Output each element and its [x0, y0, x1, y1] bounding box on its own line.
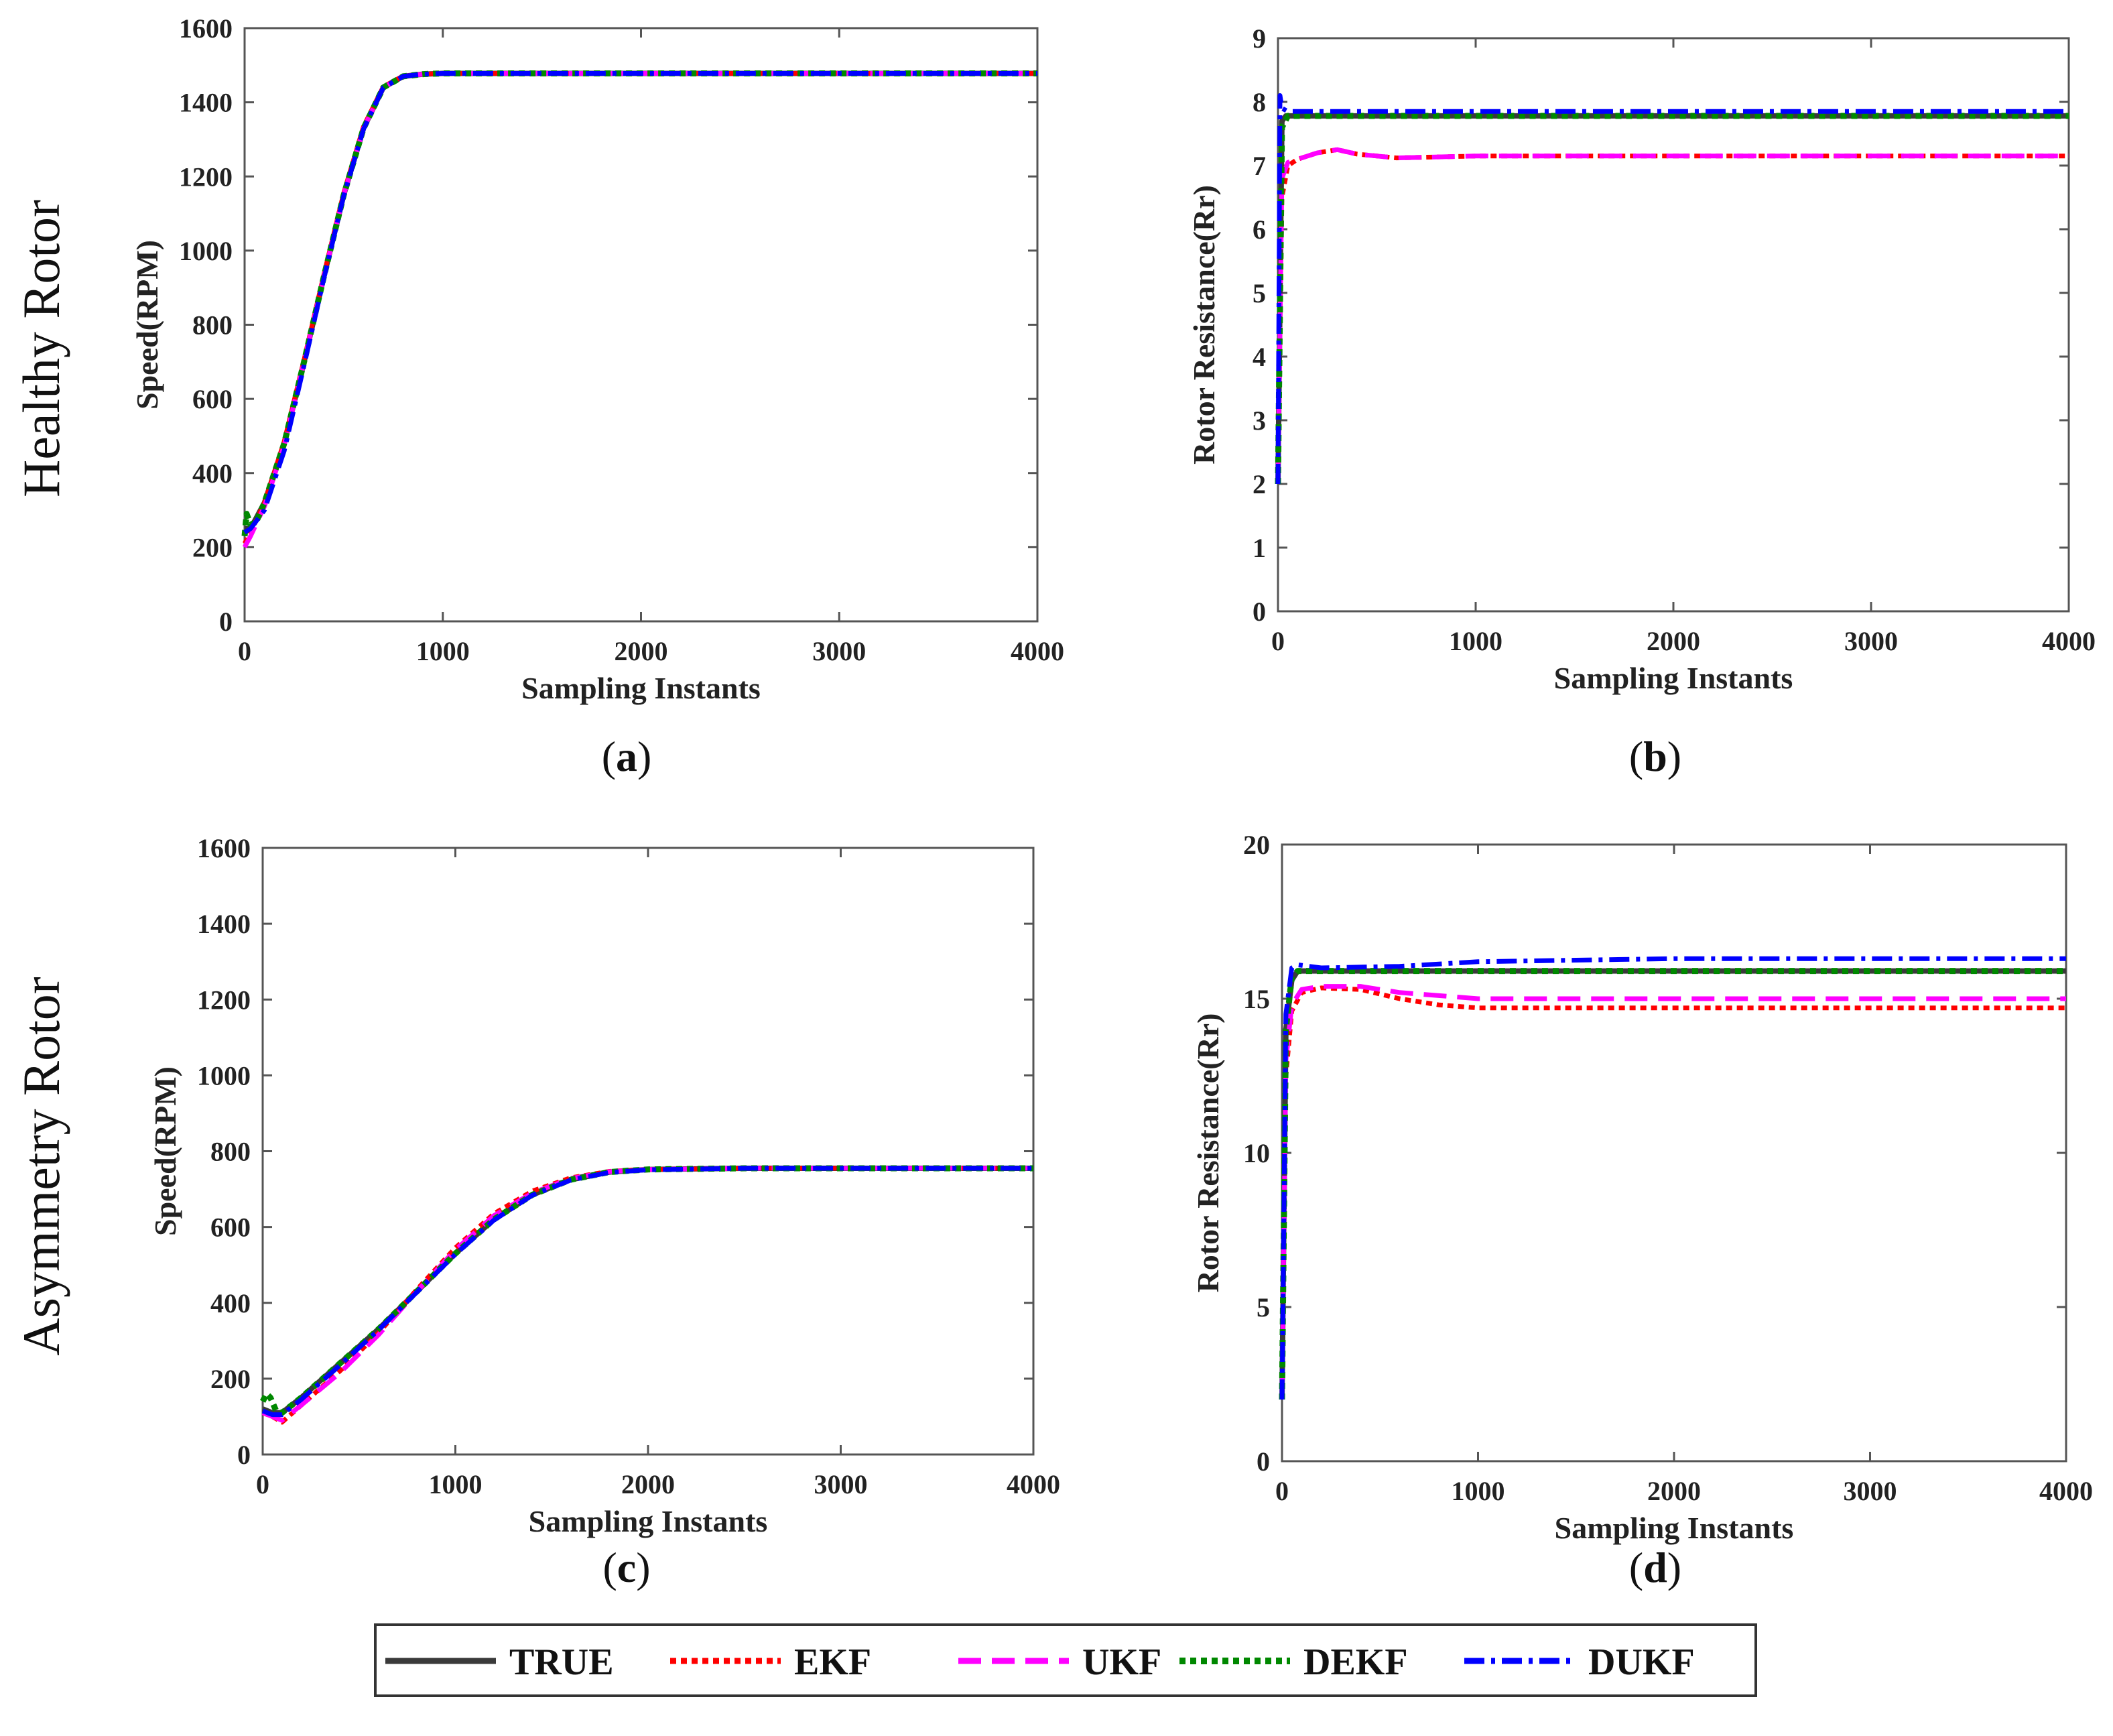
chart-panel-d: 0 5 10 15 20 0 1000 2000 3000 4000 Sampling Instan… — [1191, 830, 2093, 1591]
y-tick-label: 0 — [237, 1440, 251, 1470]
row-label-asymmetry: Asymmetry Rotor — [12, 977, 70, 1355]
y-tick-label: 400 — [210, 1288, 251, 1318]
x-tick-label: 3000 — [814, 1469, 868, 1499]
y-tick-label: 20 — [1243, 830, 1270, 860]
y-tick-label: 6 — [1253, 214, 1266, 245]
chart-panel-b: 0 1 2 3 4 5 6 7 8 9 0 1000 2000 3000 4000 Sampling Inst… — [1187, 23, 2096, 780]
y-tick-label: 2 — [1253, 469, 1266, 499]
x-tick-label: 1000 — [416, 636, 470, 666]
y-tick-label: 5 — [1257, 1292, 1270, 1322]
series-line-ekf — [1275, 147, 2069, 485]
x-tick-label: 0 — [1271, 626, 1285, 656]
series-line-dukf — [261, 1166, 1033, 1418]
y-tick-label: 1 — [1253, 533, 1266, 563]
panel-caption: (b) — [1629, 733, 1681, 780]
y-tick-label: 600 — [210, 1213, 251, 1243]
y-tick-label: 4 — [1253, 342, 1266, 372]
y-axis-label: Rotor Resistance(Rr) — [1187, 185, 1221, 464]
x-tick-label: 2000 — [1647, 1476, 1701, 1506]
y-axis-label: Speed(RPM) — [130, 240, 164, 410]
y-tick-label: 200 — [210, 1364, 251, 1394]
y-tick-label: 1000 — [197, 1060, 251, 1091]
y-tick-label: 1600 — [197, 833, 251, 863]
y-tick-label: 1400 — [197, 909, 251, 939]
x-tick-label: 1000 — [429, 1469, 483, 1499]
x-tick-label: 3000 — [1844, 1476, 1897, 1506]
plot-area — [261, 847, 1035, 1456]
x-tick-label: 2000 — [615, 636, 668, 666]
legend-label-ukf: UKF — [1082, 1641, 1161, 1683]
plot-area — [243, 27, 1039, 623]
chart-panel-a: 0 200 400 600 800 1000 1200 1400 1600 0 1000 2000 30… — [130, 13, 1064, 780]
x-axis-label: Sampling Instants — [1554, 661, 1793, 695]
y-tick-label: 200 — [192, 532, 233, 562]
x-tick-label: 0 — [1275, 1476, 1289, 1506]
y-tick-label: 1400 — [179, 88, 233, 118]
y-tick-label: 800 — [192, 310, 233, 340]
x-tick-label: 3000 — [1844, 626, 1898, 656]
y-tick-label: 1600 — [179, 13, 233, 44]
row-label-healthy: Healthy Rotor — [12, 200, 70, 497]
y-tick-label: 600 — [192, 384, 233, 414]
y-tick-label: 10 — [1243, 1138, 1270, 1168]
legend-label-dukf: DUKF — [1588, 1641, 1695, 1683]
series-line-ukf — [1275, 147, 2069, 485]
y-tick-label: 800 — [210, 1137, 251, 1167]
x-tick-label: 2000 — [1647, 626, 1700, 656]
y-tick-label: 15 — [1243, 984, 1270, 1014]
x-tick-label: 0 — [256, 1469, 269, 1499]
y-tick-label: 1200 — [179, 162, 233, 192]
y-tick-label: 5 — [1253, 278, 1266, 308]
panel-caption: (d) — [1629, 1544, 1681, 1591]
series-line-dukf — [243, 71, 1037, 535]
x-tick-label: 2000 — [621, 1469, 675, 1499]
x-tick-label: 4000 — [1011, 636, 1064, 666]
x-axis-label: Sampling Instants — [529, 1504, 768, 1538]
x-axis-label: Sampling Instants — [1555, 1511, 1794, 1545]
y-tick-label: 3 — [1253, 406, 1266, 436]
x-tick-label: 4000 — [2039, 1476, 2093, 1506]
x-tick-label: 4000 — [2042, 626, 2096, 656]
x-tick-label: 0 — [238, 636, 251, 666]
series-line-dukf — [1275, 93, 2069, 485]
series-line-dukf — [1279, 956, 2066, 1400]
x-tick-label: 1000 — [1452, 1476, 1505, 1506]
y-tick-label: 1000 — [179, 236, 233, 266]
plot-area — [1277, 37, 2070, 613]
y-tick-label: 0 — [219, 607, 233, 637]
y-tick-label: 0 — [1257, 1446, 1270, 1477]
panel-caption: (c) — [602, 1544, 650, 1591]
y-axis-label: Speed(RPM) — [148, 1066, 182, 1236]
y-tick-label: 8 — [1253, 87, 1266, 117]
legend: TRUE EKF UKF DEKF DUKF — [374, 1623, 1757, 1697]
x-tick-label: 4000 — [1007, 1469, 1060, 1499]
panel-caption: (a) — [602, 733, 652, 780]
y-axis-label: Rotor Resistance(Rr) — [1191, 1013, 1225, 1293]
x-tick-label: 1000 — [1449, 626, 1502, 656]
y-tick-label: 0 — [1253, 597, 1266, 627]
series-line-ekf — [1279, 985, 2066, 1400]
y-tick-label: 1200 — [197, 985, 251, 1015]
legend-label-dekf: DEKF — [1303, 1641, 1408, 1683]
y-tick-label: 9 — [1253, 23, 1266, 54]
x-axis-label: Sampling Instants — [521, 671, 761, 705]
y-tick-label: 400 — [192, 458, 233, 489]
legend-label-true: TRUE — [509, 1641, 614, 1683]
series-line-ukf — [1279, 984, 2066, 1400]
legend-label-ekf: EKF — [794, 1641, 871, 1683]
y-tick-label: 7 — [1253, 151, 1266, 181]
x-tick-label: 3000 — [812, 636, 866, 666]
plot-area — [1281, 843, 2067, 1463]
chart-panel-c: 0 200 400 600 800 1000 1200 1400 1600 0 1000 2000 30… — [148, 833, 1060, 1591]
